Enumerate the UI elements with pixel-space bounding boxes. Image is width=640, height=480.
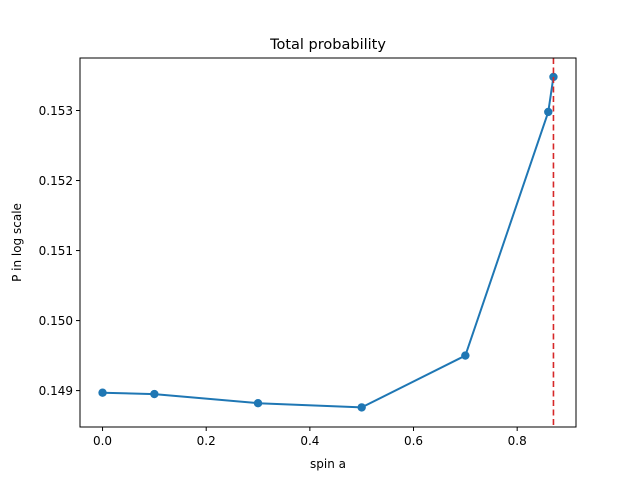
- data-point: [98, 388, 107, 397]
- y-tick-label: 0.152: [39, 174, 73, 188]
- plot-area: [98, 58, 558, 427]
- y-tick-label: 0.151: [39, 244, 73, 258]
- data-point: [544, 107, 553, 117]
- y-tick-label: 0.150: [39, 314, 73, 328]
- chart-title: Total probability: [269, 37, 386, 53]
- x-tick-label: 0.8: [508, 434, 527, 448]
- x-tick-label: 0.0: [93, 434, 112, 448]
- data-point: [150, 389, 159, 399]
- axes-frame: [79, 57, 577, 428]
- data-point: [253, 398, 263, 408]
- data-point: [549, 72, 558, 82]
- data-point: [461, 351, 470, 360]
- x-axis-ticks: 0.0 0.2 0.4 0.6 0.8: [93, 427, 527, 448]
- x-tick-label: 0.4: [300, 434, 319, 448]
- data-point: [357, 403, 366, 412]
- x-tick-label: 0.6: [404, 434, 423, 448]
- y-axis-ticks: 0.149 0.150 0.151 0.152 0.153: [39, 104, 80, 398]
- y-tick-label: 0.153: [39, 104, 73, 118]
- x-tick-label: 0.2: [197, 434, 216, 448]
- y-axis-label: P in log scale: [10, 203, 24, 282]
- y-tick-label: 0.149: [39, 384, 73, 398]
- x-axis-label: spin a: [310, 457, 346, 471]
